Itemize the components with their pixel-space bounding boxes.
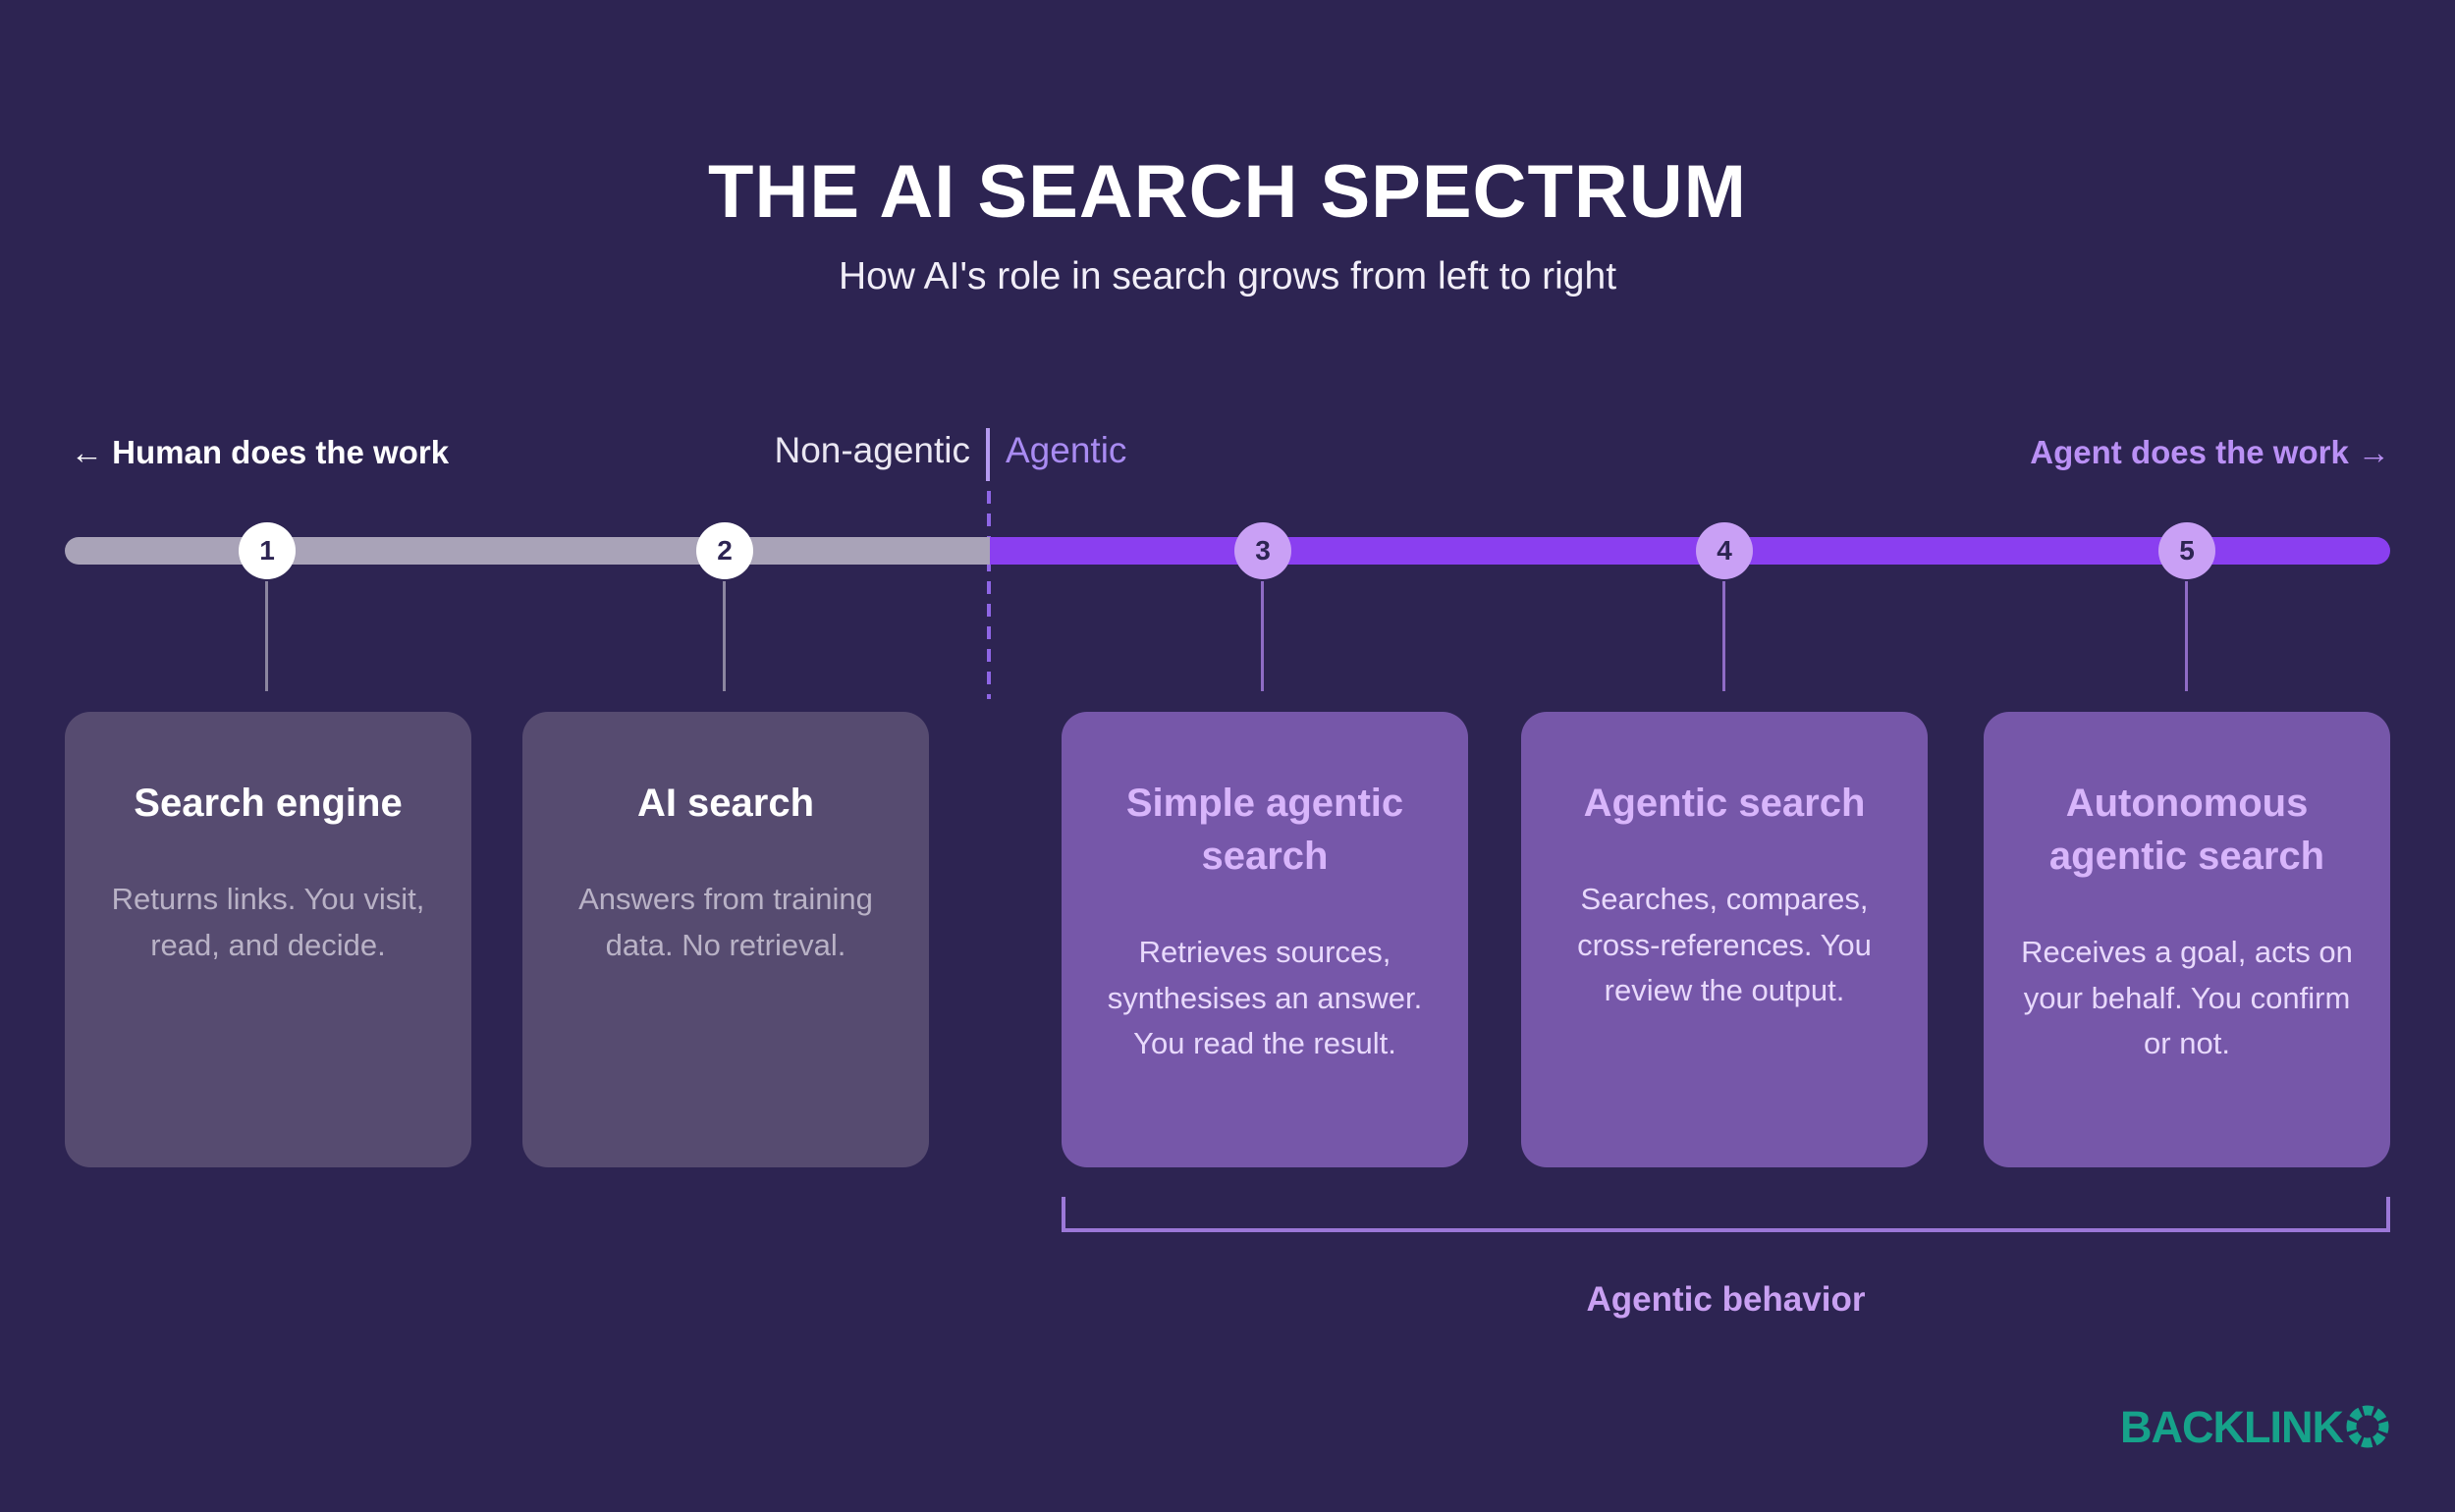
spectrum-point-4: 4 bbox=[1696, 522, 1753, 579]
card-simple-agentic-search: Simple agentic search Retrieves sources,… bbox=[1062, 712, 1468, 1167]
card-agentic-search: Agentic search Searches, compares, cross… bbox=[1521, 712, 1928, 1167]
agentic-behavior-label: Agentic behavior bbox=[1586, 1280, 1866, 1319]
card-ai-search: AI search Answers from training data. No… bbox=[522, 712, 929, 1167]
zone-divider-bar bbox=[986, 428, 990, 481]
card-body: Answers from training data. No retrieval… bbox=[578, 882, 873, 962]
axis-label-agent: Agent does the work → bbox=[2030, 434, 2390, 470]
connector-line-3 bbox=[1261, 581, 1264, 691]
connector-line-2 bbox=[723, 581, 726, 691]
segmented-o-icon bbox=[2346, 1405, 2389, 1448]
connector-line-4 bbox=[1722, 581, 1725, 691]
axis-label-human: ← Human does the work bbox=[71, 434, 450, 470]
page-subtitle: How AI's role in search grows from left … bbox=[838, 255, 1617, 297]
zone-label-agentic: Agentic bbox=[1006, 430, 1127, 470]
spectrum-point-5: 5 bbox=[2158, 522, 2215, 579]
spectrum-point-1: 1 bbox=[239, 522, 296, 579]
card-body: Retrieves sources, synthesises an answer… bbox=[1107, 935, 1423, 1060]
zone-label-non-agentic: Non-agentic bbox=[774, 430, 970, 470]
card-body: Returns links. You visit, read, and deci… bbox=[111, 882, 425, 962]
zone-divider-dashed-line bbox=[987, 491, 991, 699]
card-title: Search engine bbox=[134, 782, 403, 825]
card-search-engine: Search engine Returns links. You visit, … bbox=[65, 712, 471, 1167]
card-title: Autonomous agentic search bbox=[2048, 782, 2325, 878]
page-title: THE AI SEARCH SPECTRUM bbox=[708, 150, 1747, 234]
connector-line-1 bbox=[265, 581, 268, 691]
spectrum-point-2: 2 bbox=[696, 522, 753, 579]
card-body: Searches, compares, cross-references. Yo… bbox=[1577, 882, 1872, 1007]
spectrum-point-3: 3 bbox=[1234, 522, 1291, 579]
card-autonomous-agentic-search: Autonomous agentic search Receives a goa… bbox=[1984, 712, 2390, 1167]
spectrum-bar-agentic-segment bbox=[990, 537, 2390, 565]
connector-line-5 bbox=[2185, 581, 2188, 691]
brand-logo-text: BACKLINK bbox=[2120, 1401, 2344, 1452]
card-title: Agentic search bbox=[1583, 782, 1866, 825]
spectrum-bar bbox=[65, 537, 2390, 565]
card-title: Simple agentic search bbox=[1125, 782, 1404, 878]
agentic-behavior-bracket bbox=[1062, 1197, 2390, 1232]
brand-logo: BACKLINK bbox=[2120, 1404, 2390, 1449]
card-body: Receives a goal, acts on your behalf. Yo… bbox=[2021, 935, 2353, 1060]
spectrum-bar-non-agentic-segment bbox=[65, 537, 990, 565]
card-title: AI search bbox=[636, 782, 815, 825]
